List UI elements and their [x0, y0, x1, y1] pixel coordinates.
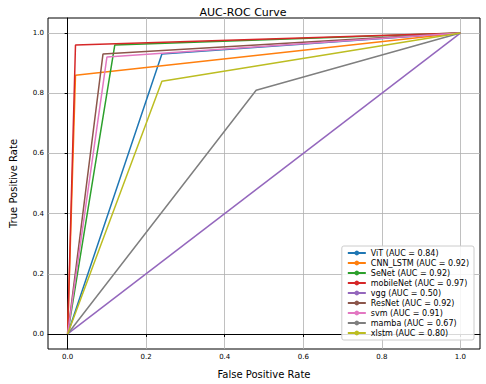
svg-text:True Positive Rate: True Positive Rate — [8, 139, 19, 229]
svg-text:vgg (AUC = 0.50): vgg (AUC = 0.50) — [371, 289, 441, 298]
svg-text:0.8: 0.8 — [33, 89, 44, 97]
svg-text:0.8: 0.8 — [376, 353, 387, 361]
svg-text:CNN_LSTM (AUC = 0.92): CNN_LSTM (AUC = 0.92) — [371, 259, 469, 268]
svg-text:AUC-ROC Curve: AUC-ROC Curve — [199, 6, 286, 19]
svg-text:0.0: 0.0 — [62, 353, 73, 361]
svg-text:0.4: 0.4 — [219, 353, 231, 361]
svg-text:0.0: 0.0 — [33, 330, 44, 338]
svg-text:0.6: 0.6 — [298, 353, 310, 361]
svg-text:mobileNet (AUC = 0.97): mobileNet (AUC = 0.97) — [371, 279, 467, 288]
svg-text:mamba (AUC = 0.67): mamba (AUC = 0.67) — [371, 319, 457, 328]
svg-text:ViT (AUC = 0.84): ViT (AUC = 0.84) — [371, 249, 439, 258]
svg-text:False Positive Rate: False Positive Rate — [218, 369, 311, 380]
svg-text:0.6: 0.6 — [33, 149, 45, 157]
svg-text:svm (AUC = 0.91): svm (AUC = 0.91) — [371, 309, 443, 318]
svg-text:0.2: 0.2 — [33, 270, 44, 278]
svg-text:0.4: 0.4 — [33, 210, 45, 218]
svg-text:1.0: 1.0 — [33, 29, 44, 37]
svg-text:ResNet (AUC = 0.92): ResNet (AUC = 0.92) — [371, 299, 455, 308]
svg-text:xlstm (AUC = 0.80): xlstm (AUC = 0.80) — [371, 329, 448, 338]
svg-text:0.2: 0.2 — [141, 353, 152, 361]
svg-text:SeNet (AUC = 0.92): SeNet (AUC = 0.92) — [371, 269, 450, 278]
svg-text:1.0: 1.0 — [455, 353, 466, 361]
